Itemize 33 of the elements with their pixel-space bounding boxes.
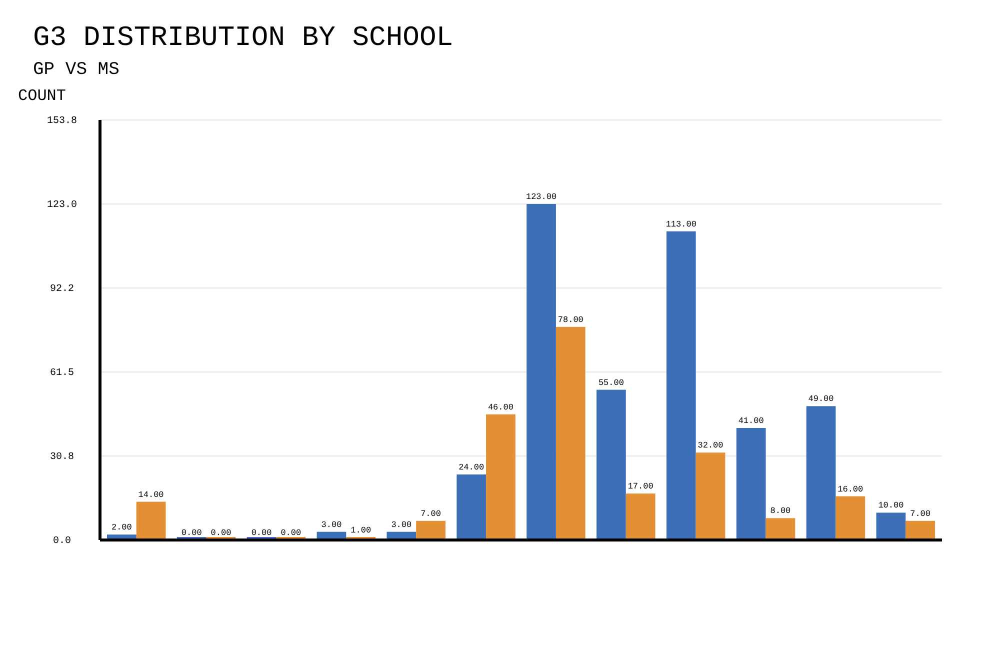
data-label: 7.00: [420, 508, 441, 519]
data-label: 10.00: [878, 500, 904, 511]
data-label: 0.00: [280, 528, 302, 538]
chart-title: G3 DISTRIBUTION BY SCHOOL: [33, 23, 454, 54]
y-tick-label: 61.5: [50, 368, 74, 380]
data-label: 41.00: [738, 416, 764, 426]
data-label: 46.00: [488, 402, 514, 412]
y-tick-label: 0.0: [52, 536, 72, 548]
data-label: 55.00: [598, 378, 624, 388]
y-tick-label: 123.0: [46, 200, 78, 212]
data-label: 113.00: [666, 219, 696, 230]
data-label: 1.00: [350, 525, 372, 536]
data-label: 32.00: [698, 440, 724, 451]
data-label: 16.00: [838, 484, 864, 494]
data-label: 0.00: [210, 528, 232, 538]
data-label: 49.00: [808, 394, 834, 404]
y-tick-label: 92.2: [50, 284, 74, 296]
y-tick-label: 30.8: [50, 452, 74, 464]
data-label: 24.00: [458, 462, 484, 472]
data-label: 0.00: [251, 528, 272, 538]
data-label: 0.00: [181, 528, 202, 538]
data-label: 17.00: [628, 482, 654, 492]
data-label: 7.00: [910, 508, 931, 519]
data-label: 2.00: [111, 522, 132, 533]
data-label: 78.00: [558, 314, 584, 325]
data-label: 123.00: [526, 192, 557, 202]
y-tick-label: 153.8: [46, 116, 78, 128]
data-label: 14.00: [138, 490, 164, 500]
data-label: 3.00: [391, 520, 412, 530]
y-axis-title: COUNT: [18, 87, 66, 105]
data-label: 8.00: [770, 506, 791, 516]
chart-subtitle: GP VS MS: [33, 60, 120, 80]
data-label: 3.00: [321, 520, 342, 530]
